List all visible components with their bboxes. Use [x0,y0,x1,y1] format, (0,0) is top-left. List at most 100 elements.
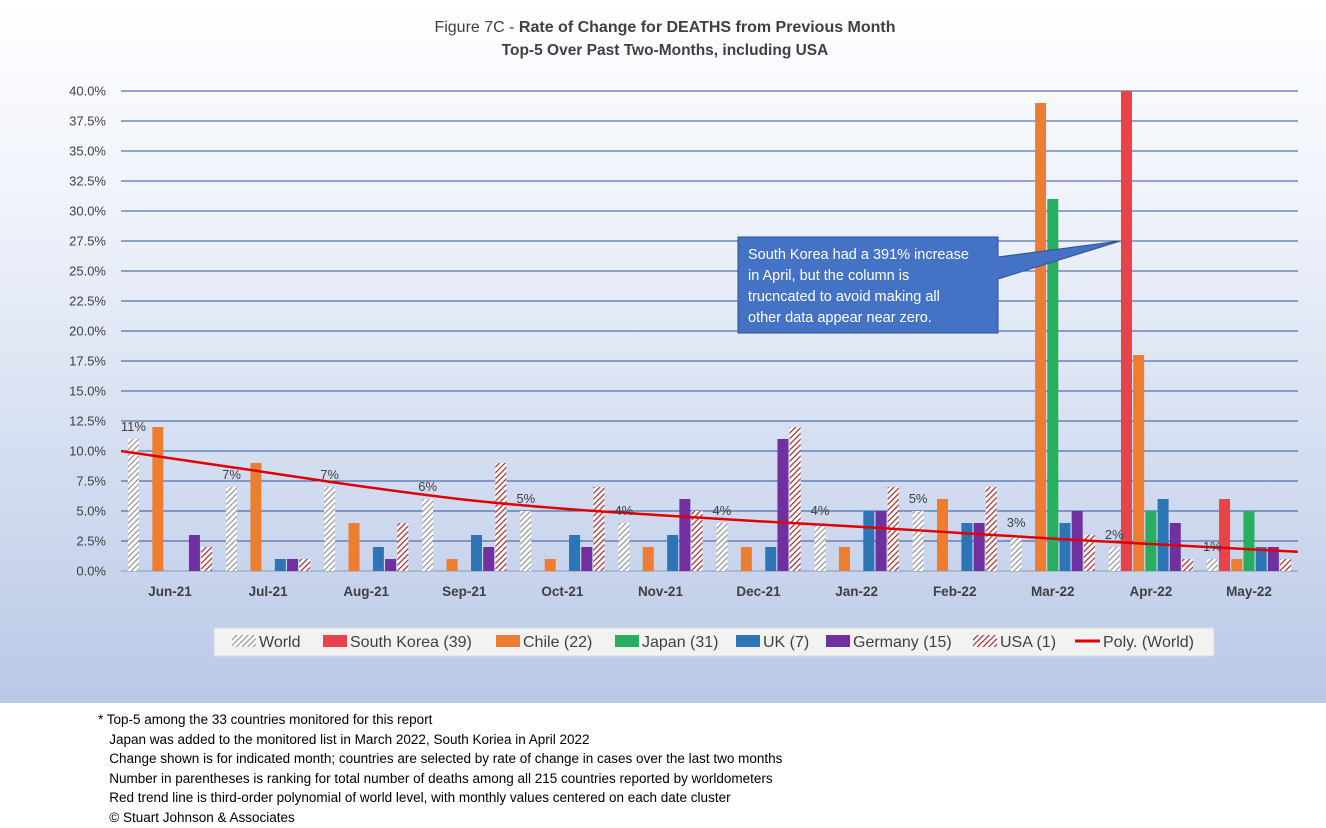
x-axis: Jun-21 Jul-21 Aug-21 Sep-21 Oct-21 Nov-21 Dec-… [148,584,1272,599]
x-tick-label: Feb-22 [933,584,977,599]
bar [1059,523,1071,571]
footnote-line: Change shown is for indicated month; cou… [98,751,783,767]
bar [446,559,458,571]
bar [520,511,532,571]
bar [274,559,286,571]
x-tick-label: Nov-21 [638,584,684,599]
x-tick-label: Oct-21 [541,584,584,599]
bar [593,487,605,571]
y-axis: 0.0% 2.5% 5.0% 7.5% 10.0% 12.5% 15.0% 17.5% 20.0… [69,84,106,579]
bar [188,535,200,571]
bar [679,499,691,571]
bar [777,439,789,571]
bar [1231,559,1243,571]
gridlines [121,90,1298,572]
y-tick-label: 25.0% [69,264,106,279]
bar [324,487,336,571]
callout-text: in April, but the column is [748,268,909,284]
bar [385,559,397,571]
x-tick-label: Mar-22 [1031,584,1075,599]
y-tick-label: 0.0% [76,564,106,579]
bar [495,463,507,571]
data-label: 4% [614,503,633,518]
x-tick-label: Aug-21 [343,584,389,599]
x-tick-label: Sep-21 [442,584,487,599]
legend-swatch [615,635,639,647]
bar [1267,547,1279,571]
bar [1280,559,1292,571]
bar [1083,535,1095,571]
bar [483,547,495,571]
x-tick-label: Apr-22 [1129,584,1172,599]
bar [716,523,728,571]
bar [838,547,850,571]
bar [1219,499,1231,571]
trendline-path [120,449,1298,554]
legend-label: Germany (15) [853,634,952,651]
data-label: 4% [713,503,732,518]
legend: World South Korea (39) Chile (22) Japan (31… [213,627,1215,657]
bar [397,523,409,571]
callout-text: other data appear near zero. [748,310,932,326]
y-tick-label: 5.0% [76,504,106,519]
bar [1047,199,1059,571]
data-labels: 11% 7% 7% 6% 5% 4% 4% 4% 5% 3% 2% 1% [121,419,1222,554]
bar [544,559,556,571]
bar [863,511,875,571]
y-tick-label: 40.0% [69,84,106,99]
bar [912,511,924,571]
chart-svg: Figure 7C - Rate of Change for DEATHS fr… [69,19,1298,657]
chart-subtitle: Top-5 Over Past Two-Months, including US… [502,42,829,59]
y-tick-label: 20.0% [69,324,106,339]
legend-label: Poly. (World) [1103,634,1194,651]
data-label: 5% [516,491,535,506]
bar [569,535,581,571]
bar [201,547,213,571]
bar [789,427,801,571]
legend-swatch [232,635,256,647]
bar [1181,559,1193,571]
legend-label: Japan (31) [642,634,719,651]
bar [740,547,752,571]
bar [287,559,299,571]
footnote-line: Red trend line is third-order polynomial… [98,790,731,806]
data-label: 6% [418,479,437,494]
footnote-line: Number in parentheses is ranking for tot… [98,770,773,786]
bar [1120,91,1132,571]
data-label: 2% [1105,527,1124,542]
trendline [120,449,1298,554]
legend-label: USA (1) [1000,634,1056,651]
data-label: 11% [121,419,146,434]
bar [1169,523,1181,571]
bar [691,511,703,571]
legend-swatch [496,635,520,647]
y-tick-label: 32.5% [69,174,106,189]
bar [1157,499,1169,571]
y-tick-label: 22.5% [69,294,106,309]
bar [299,559,311,571]
legend-swatch [736,635,760,647]
data-label: 3% [1007,515,1026,530]
bar [973,523,985,571]
bar [1243,511,1255,571]
data-label: 1% [1203,539,1222,554]
y-tick-label: 35.0% [69,144,106,159]
legend-box [213,627,1215,657]
bar [814,523,826,571]
footnote-line: * Top-5 among the 33 countries monitored… [98,712,433,727]
y-tick-label: 37.5% [69,114,106,129]
legend-label: UK (7) [763,634,809,651]
bar [127,439,139,571]
bar [152,427,164,571]
x-tick-label: May-22 [1226,584,1272,599]
y-tick-label: 27.5% [69,234,106,249]
x-tick-label: Jul-21 [249,584,289,599]
y-tick-label: 15.0% [69,384,106,399]
legend-swatch [323,635,347,647]
legend-label: World [259,634,301,651]
legend-label: South Korea (39) [350,634,472,651]
bar [1145,511,1157,571]
bar [1255,547,1267,571]
bar [1108,547,1120,571]
bar [581,547,593,571]
